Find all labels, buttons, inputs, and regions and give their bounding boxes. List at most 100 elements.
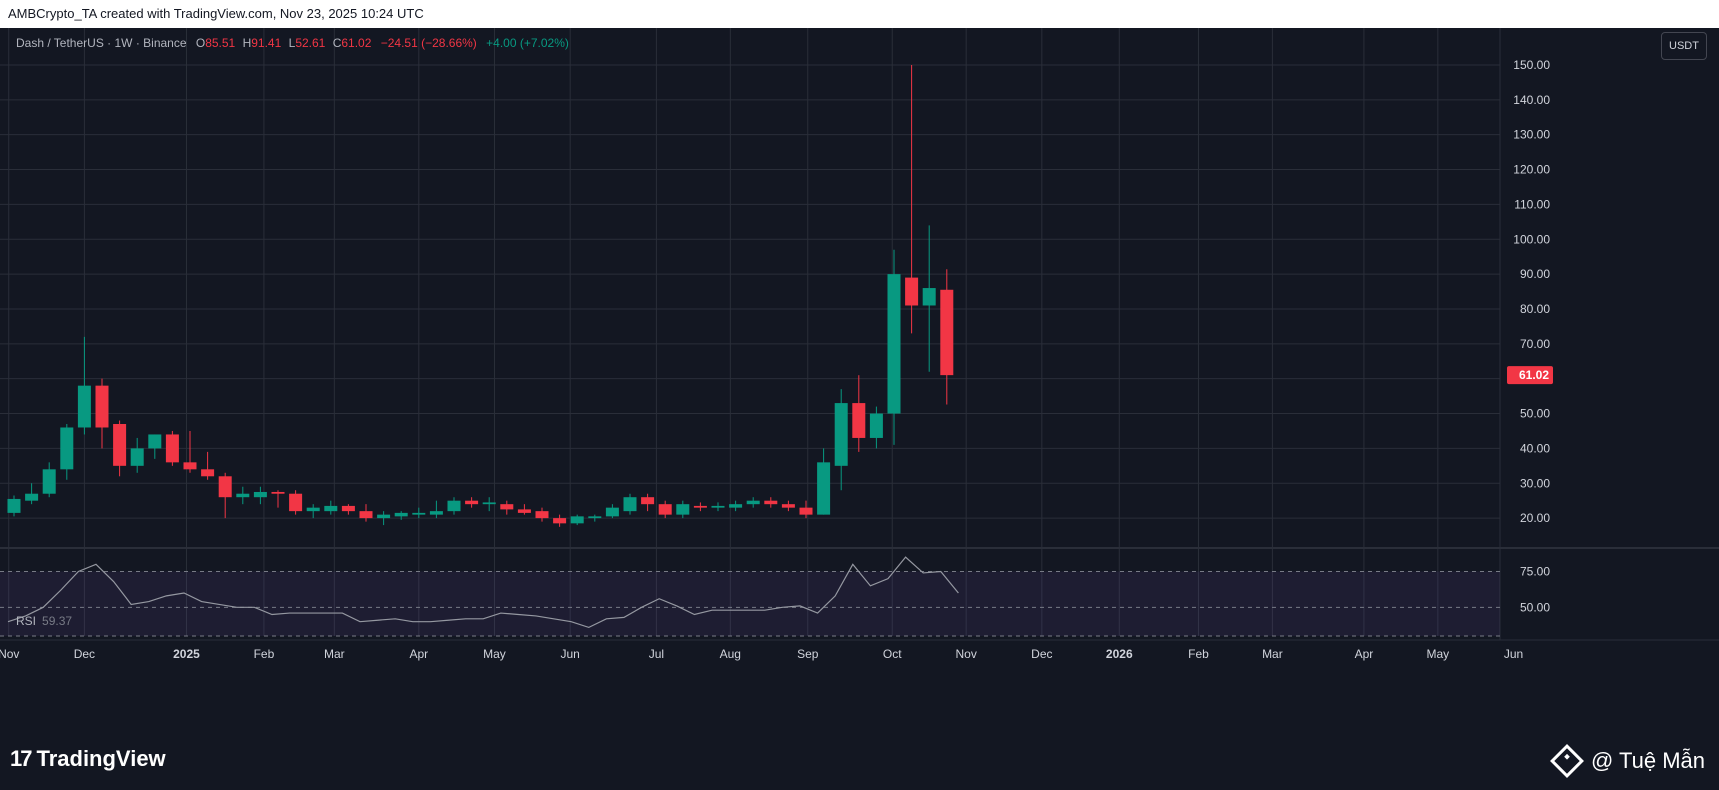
rsi-band-fill — [0, 571, 1500, 636]
candle-body — [324, 505, 338, 512]
candle-body — [676, 504, 690, 515]
watermark-text: @ Tuệ Mẫn — [1590, 748, 1705, 773]
candle-body — [553, 518, 567, 524]
high-label: H — [242, 36, 252, 50]
credit-text: AMBCrypto_TA created with TradingView.co… — [8, 6, 424, 21]
grid — [0, 28, 1719, 641]
candle-body — [570, 516, 584, 524]
candle-body — [834, 403, 848, 466]
candle-body — [517, 509, 531, 513]
candle-body — [25, 493, 39, 501]
candle-body — [289, 493, 303, 512]
candle-body — [60, 427, 74, 470]
time-tick-label: 2025 — [173, 647, 200, 661]
candle-body — [465, 500, 479, 505]
rsi-tick-label: 75.00 — [1520, 565, 1550, 579]
price-tick-label: 70.00 — [1520, 337, 1550, 351]
ohlc-legend: Dash / TetherUS · 1W · Binance O85.51 H9… — [16, 36, 569, 50]
tradingview-logo-icon: 17 — [10, 746, 33, 771]
candle-body — [377, 514, 391, 519]
candle-body — [729, 504, 743, 508]
change-value: −24.51 (−28.66%) — [380, 36, 477, 50]
candle-body — [183, 462, 197, 470]
candle-body — [113, 424, 127, 466]
candle-body — [852, 403, 866, 438]
price-tick-label: 30.00 — [1520, 476, 1550, 490]
last-price-box — [1507, 366, 1553, 385]
tradingview-logo[interactable]: 17 TradingView — [10, 746, 166, 772]
close-label: C — [332, 36, 342, 50]
footer: 17 TradingView @ Tuệ Mẫn — [0, 734, 1719, 790]
price-tick-label: 100.00 — [1513, 232, 1550, 246]
price-tick-label: 90.00 — [1520, 267, 1550, 281]
rsi-value: 59.37 — [42, 614, 73, 628]
candle-body — [429, 511, 443, 515]
time-tick-label: Nov — [0, 647, 19, 661]
price-tick-label: 140.00 — [1513, 93, 1550, 107]
price-tick-label: 50.00 — [1520, 407, 1550, 421]
low-label: L — [288, 36, 296, 50]
candle-body — [764, 500, 778, 505]
candle-body — [359, 511, 373, 519]
close-value: 61.02 — [341, 36, 372, 50]
candle-body — [535, 511, 549, 519]
price-tick-label: 110.00 — [1514, 197, 1550, 211]
candle-body — [412, 512, 426, 515]
open-value: 85.51 — [205, 36, 236, 50]
time-tick-label: Sep — [797, 647, 819, 661]
candle-body — [781, 504, 795, 508]
candle-body — [887, 274, 901, 414]
candle-body — [588, 516, 602, 519]
last-price-marker: 61.02 — [1507, 366, 1553, 385]
price-tick-label: 150.00 — [1513, 58, 1550, 72]
rsi-label[interactable]: RSI — [16, 614, 37, 628]
rsi-line — [7, 556, 959, 629]
time-tick-label: Jun — [560, 647, 579, 661]
price-chart[interactable]: 20.0030.0040.0050.0060.0070.0080.0090.00… — [0, 28, 1719, 734]
candle-body — [869, 413, 883, 438]
candle-body — [605, 507, 619, 517]
time-tick-label: Oct — [883, 647, 902, 661]
candle-body — [482, 502, 496, 505]
time-tick-label: Nov — [955, 647, 976, 661]
time-axis[interactable]: Nov Dec 2025 Feb Mar Apr May Jun Jul Aug Sep Oct Nov… — [0, 647, 1523, 661]
chart-area[interactable]: 20.0030.0040.0050.0060.0070.0080.0090.00… — [0, 28, 1719, 734]
time-tick-label: Feb — [254, 647, 275, 661]
candle-body — [341, 505, 355, 512]
candle-body — [236, 493, 250, 498]
currency-unit-button[interactable]: USDT — [1661, 32, 1707, 60]
candle-body — [922, 288, 936, 306]
candle-body — [306, 507, 320, 512]
candle-body — [77, 385, 91, 428]
candle-body — [201, 469, 215, 477]
time-tick-label: Aug — [720, 647, 741, 661]
open-label: O — [195, 36, 206, 50]
last-price-label: 61.02 — [1519, 368, 1549, 382]
time-tick-label: May — [1427, 647, 1450, 661]
candle-body — [95, 385, 109, 428]
candle-body — [799, 507, 813, 515]
binance-icon — [1549, 744, 1584, 778]
candle-body — [641, 497, 655, 505]
time-tick-label: 2026 — [1106, 647, 1133, 661]
candles — [7, 64, 954, 527]
price-tick-label: 120.00 — [1513, 163, 1550, 177]
candle-body — [711, 505, 725, 508]
candle-body — [746, 500, 760, 505]
low-value: 52.61 — [295, 36, 326, 50]
candle-body — [447, 500, 461, 512]
time-tick-label: Mar — [1262, 647, 1283, 661]
time-tick-label: Dec — [74, 647, 95, 661]
price-axis[interactable]: 20.0030.0040.0050.0060.0070.0080.0090.00… — [1513, 58, 1550, 614]
candle-body — [905, 277, 919, 306]
time-tick-label: Mar — [324, 647, 345, 661]
rsi-band — [0, 571, 1500, 637]
candle-body — [693, 505, 707, 508]
symbol-label[interactable]: Dash / TetherUS · 1W · Binance — [16, 36, 187, 50]
candle-body — [42, 469, 56, 494]
candle-body — [623, 497, 637, 512]
credit-bar: AMBCrypto_TA created with TradingView.co… — [0, 0, 1719, 28]
price-tick-label: 20.00 — [1520, 511, 1550, 525]
time-tick-label: Jul — [649, 647, 664, 661]
candle-body — [7, 498, 21, 513]
